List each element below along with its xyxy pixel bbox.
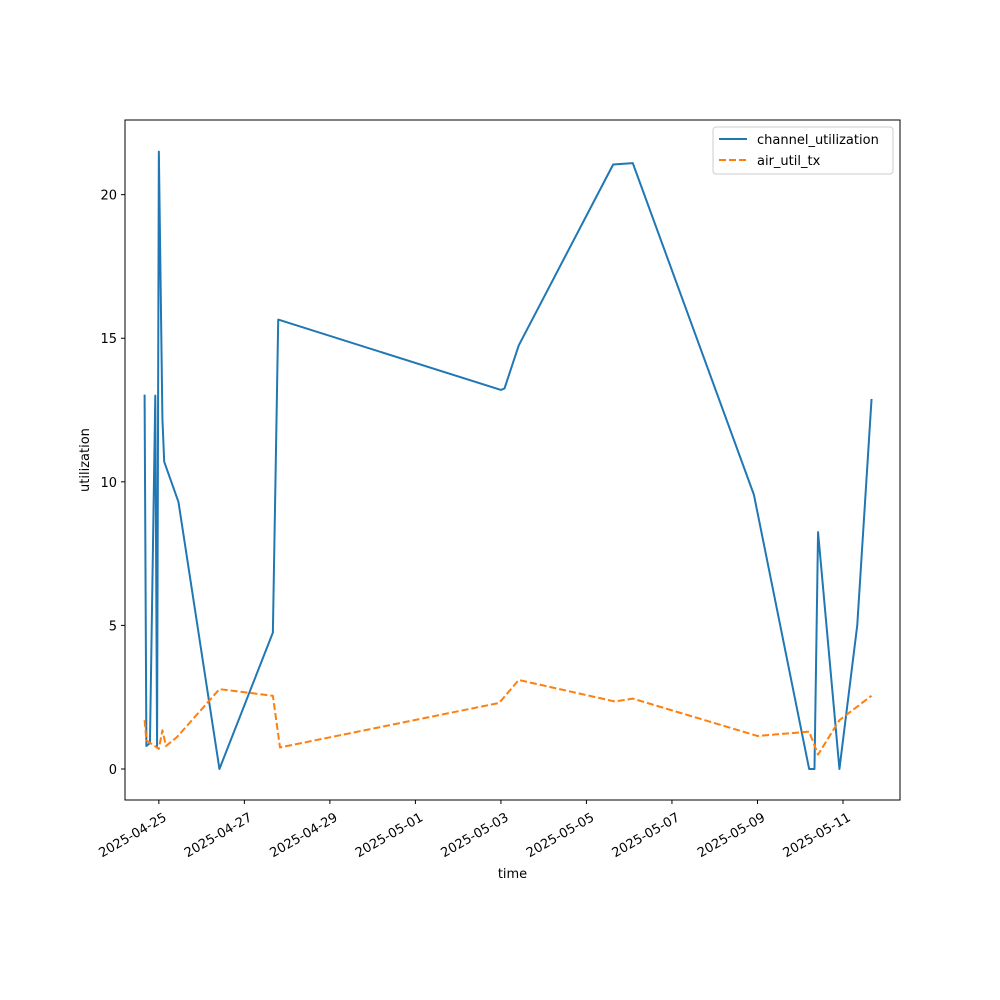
plot-lines — [143, 150, 873, 770]
y-tick-label: 20 — [100, 189, 117, 204]
y-tick-label: 15 — [100, 332, 117, 347]
legend-box — [712, 126, 894, 175]
y-axis-ticks: 0 5 10 15 20 — [100, 189, 125, 778]
series-line-air-util-tx — [143, 678, 873, 756]
legend-label-channel-utilization: channel_utilization — [757, 133, 879, 148]
x-axis-label: time — [498, 867, 527, 882]
legend-label-air-util-tx: air_util_tx — [757, 154, 821, 169]
y-tick-label: 0 — [109, 763, 117, 778]
y-tick-label: 10 — [100, 476, 117, 491]
y-tick-label: 5 — [109, 619, 117, 634]
y-axis-label: utilization — [78, 428, 93, 492]
series-line-channel-utilization — [143, 150, 873, 770]
axes-frame — [124, 119, 901, 801]
legend: channel_utilization air_util_tx — [712, 126, 894, 175]
